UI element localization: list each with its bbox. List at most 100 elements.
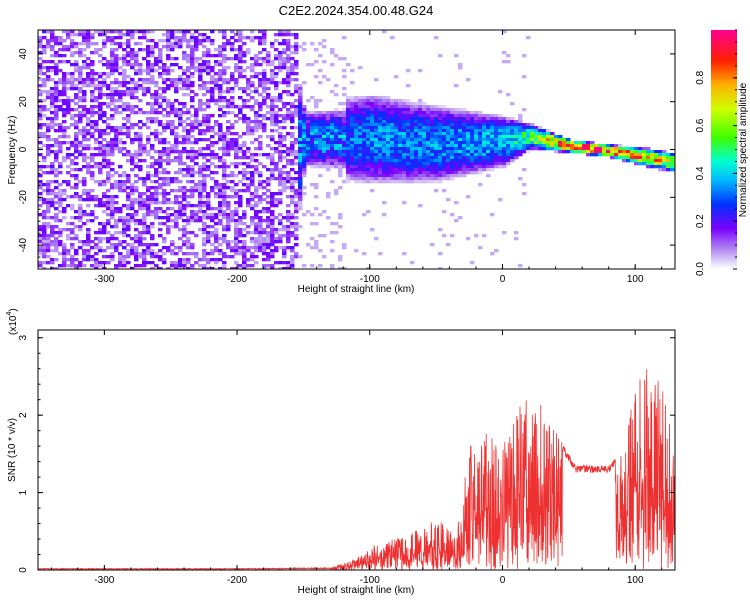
heatmap-cell xyxy=(62,48,67,52)
heatmap-cell xyxy=(62,54,67,58)
heatmap-cell xyxy=(138,69,143,73)
heatmap-cell xyxy=(270,147,275,151)
heatmap-cell xyxy=(378,153,383,157)
heatmap-cell xyxy=(306,120,311,124)
heatmap-cell xyxy=(186,57,191,61)
heatmap-cell xyxy=(478,126,483,130)
heatmap-cell xyxy=(450,108,455,112)
heatmap-cell xyxy=(102,93,107,97)
heatmap-cell xyxy=(166,45,171,49)
heatmap-cell xyxy=(122,234,127,238)
heatmap-cell xyxy=(298,180,303,184)
heatmap-cell xyxy=(238,96,243,100)
heatmap-cell xyxy=(390,174,395,178)
heatmap-cell xyxy=(54,171,59,175)
heatmap-cell xyxy=(130,168,135,172)
heatmap-cell xyxy=(322,123,327,127)
heatmap-cell xyxy=(202,201,207,205)
heatmap-cell xyxy=(466,78,471,82)
heatmap-cell xyxy=(406,126,411,130)
heatmap-cell xyxy=(186,267,191,269)
heatmap-cell xyxy=(78,216,83,220)
heatmap-cell xyxy=(146,48,151,52)
heatmap-cell xyxy=(190,57,195,61)
heatmap-cell xyxy=(50,216,55,220)
heatmap-cell xyxy=(138,243,143,247)
heatmap-cell xyxy=(362,213,367,217)
heatmap-cell xyxy=(410,153,415,157)
heatmap-cell xyxy=(254,102,259,106)
heatmap-cell xyxy=(598,144,603,148)
heatmap-cell xyxy=(262,228,267,232)
heatmap-cell xyxy=(202,87,207,91)
heatmap-cell xyxy=(278,126,283,130)
heatmap-cell xyxy=(258,231,263,235)
heatmap-cell xyxy=(342,129,347,133)
heatmap-cell xyxy=(466,168,471,172)
heatmap-cell xyxy=(294,210,299,214)
heatmap-cell xyxy=(122,147,127,151)
heatmap-cell xyxy=(262,207,267,211)
heatmap-cell xyxy=(50,54,55,58)
heatmap-cell xyxy=(266,243,271,247)
heatmap-cell xyxy=(70,186,75,190)
heatmap-cell xyxy=(450,174,455,178)
heatmap-cell xyxy=(98,222,103,226)
heatmap-cell xyxy=(226,42,231,46)
heatmap-cell xyxy=(46,249,51,253)
heatmap-cell xyxy=(230,249,235,253)
heatmap-cell xyxy=(310,153,315,157)
heatmap-cell xyxy=(526,150,531,154)
heatmap-cell xyxy=(290,144,295,148)
heatmap-cell xyxy=(310,129,315,133)
heatmap-cell xyxy=(486,126,491,130)
heatmap-cell xyxy=(74,252,79,256)
heatmap-cell xyxy=(170,123,175,127)
heatmap-cell xyxy=(478,171,483,175)
heatmap-cell xyxy=(494,126,499,130)
heatmap-cell xyxy=(86,171,91,175)
heatmap-cell xyxy=(154,213,159,217)
heatmap-cell xyxy=(386,123,391,127)
heatmap-cell xyxy=(422,102,427,106)
heatmap-cell xyxy=(450,123,455,127)
heatmap-cell xyxy=(130,243,135,247)
heatmap-cell xyxy=(262,210,267,214)
heatmap-cell xyxy=(110,57,115,61)
heatmap-cell xyxy=(182,141,187,145)
heatmap-cell xyxy=(186,138,191,142)
heatmap-cell xyxy=(174,108,179,112)
heatmap-cell xyxy=(78,150,83,154)
heatmap-cell xyxy=(454,117,459,121)
heatmap-cell xyxy=(258,114,263,118)
heatmap-cell xyxy=(218,258,223,262)
heatmap-cell xyxy=(126,177,131,181)
heatmap-cell xyxy=(474,120,479,124)
heatmap-cell xyxy=(110,234,115,238)
heatmap-cell xyxy=(338,168,343,172)
heatmap-cell xyxy=(134,174,139,178)
heatmap-cell xyxy=(362,150,367,154)
heatmap-cell xyxy=(258,219,263,223)
heatmap-cell xyxy=(342,138,347,142)
heatmap-cell xyxy=(214,186,219,190)
heatmap-cell xyxy=(134,210,139,214)
heatmap-cell xyxy=(590,153,595,157)
heatmap-cell xyxy=(542,129,547,133)
heatmap-cell xyxy=(458,150,463,154)
heatmap-cell xyxy=(290,261,295,265)
heatmap-cell xyxy=(246,177,251,181)
heatmap-cell xyxy=(82,198,87,202)
heatmap-cell xyxy=(290,246,295,250)
heatmap-cell xyxy=(150,93,155,97)
heatmap-cell xyxy=(366,168,371,172)
heatmap-cell xyxy=(186,132,191,136)
heatmap-cell xyxy=(158,123,163,127)
heatmap-cell xyxy=(670,165,675,169)
heatmap-cell xyxy=(522,192,527,196)
heatmap-cell xyxy=(86,63,91,67)
heatmap-cell xyxy=(350,156,355,160)
heatmap-cell xyxy=(62,246,67,250)
heatmap-cell xyxy=(386,168,391,172)
heatmap-cell xyxy=(58,108,63,112)
